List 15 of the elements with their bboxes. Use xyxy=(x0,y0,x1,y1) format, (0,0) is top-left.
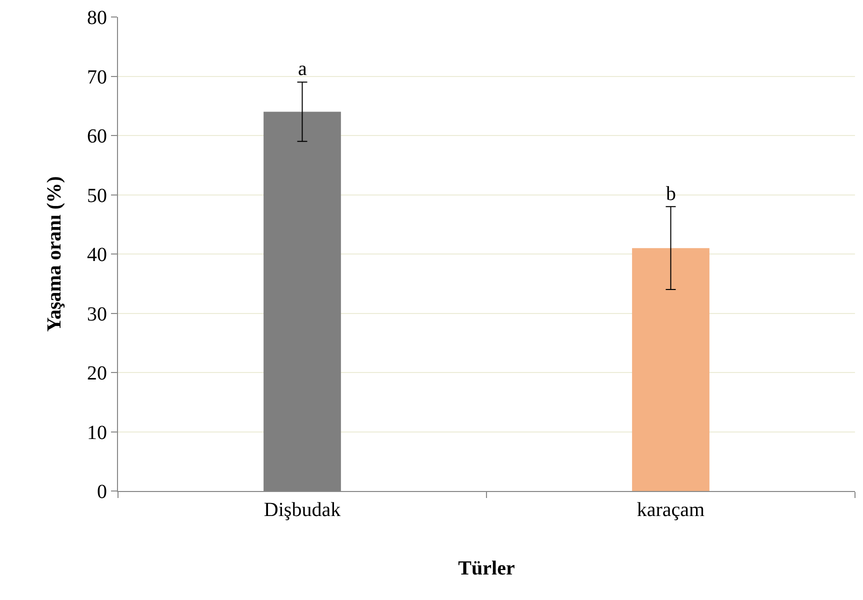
y-tick-label: 50 xyxy=(87,184,107,207)
y-tick-label: 10 xyxy=(87,422,107,444)
y-tick-label: 20 xyxy=(87,362,107,384)
y-tick-label: 0 xyxy=(97,481,107,503)
annotation: a xyxy=(298,58,307,80)
x-axis-title: Türler xyxy=(458,558,515,580)
y-tick-label: 60 xyxy=(87,126,107,148)
annotation: b xyxy=(666,183,676,205)
y-tick-label: 30 xyxy=(87,303,107,326)
y-axis-title: Yaşama oranı (%) xyxy=(44,176,66,332)
y-tick-label: 70 xyxy=(87,66,107,88)
y-tick-label: 80 xyxy=(87,7,107,29)
y-tick-label: 40 xyxy=(87,244,107,266)
x-tick-label: karaçam xyxy=(636,499,706,521)
x-tick-label: Dişbudak xyxy=(264,499,341,521)
